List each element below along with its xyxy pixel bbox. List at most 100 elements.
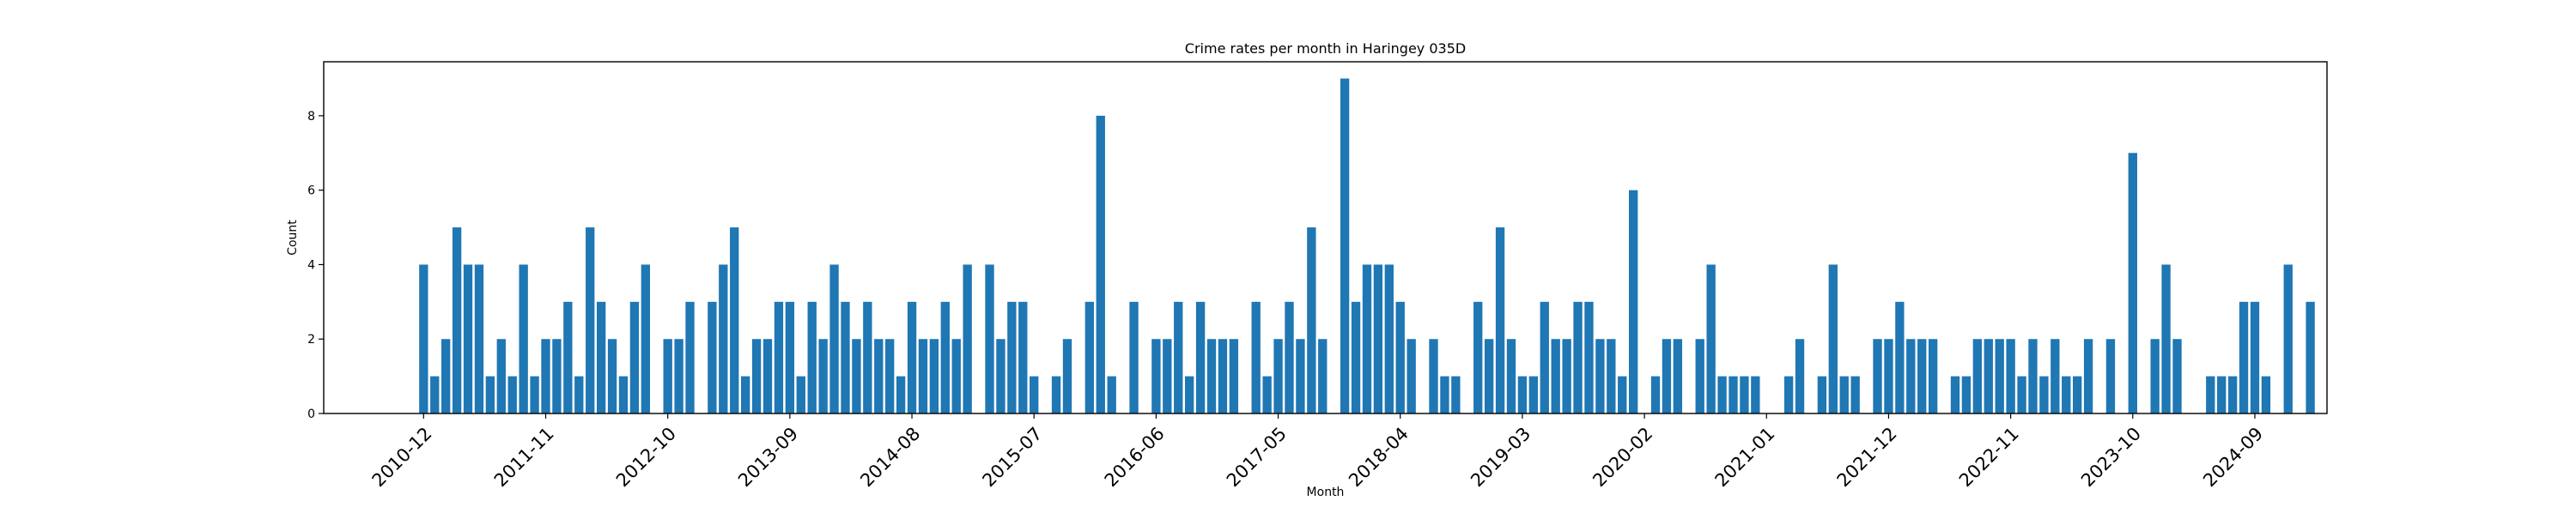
bar [441,339,451,413]
bar [852,339,861,413]
bar [2261,376,2271,413]
bar [2161,264,2171,413]
bar [1728,376,1738,413]
bar [2250,301,2260,413]
bar [2150,339,2160,413]
bar [874,339,884,413]
bar [1184,376,1194,413]
bar [507,376,517,413]
bar [1107,376,1116,413]
bar [951,339,961,413]
bar [1839,376,1849,413]
bar [1695,339,1704,413]
bar [1440,376,1449,413]
bar [1618,376,1627,413]
bar [1195,301,1206,413]
y-axis-label: Count [286,220,300,256]
bar [896,376,906,413]
bar [2006,339,2015,413]
bar [1007,301,1017,413]
bar [1995,339,2004,413]
bar [1706,264,1716,413]
bar [1540,301,1549,413]
bar [1285,301,1294,413]
bar [1917,339,1927,413]
bar [1828,264,1838,413]
bar [2039,376,2049,413]
bar [552,339,562,413]
bar [430,376,440,413]
bar [1362,264,1372,413]
bar [1650,376,1661,413]
bar [563,301,573,413]
bar [963,264,972,413]
bar [1584,301,1594,413]
bar [807,301,817,413]
bar [1517,376,1528,413]
bar [1262,376,1272,413]
bar [1662,339,1672,413]
bar [774,301,784,413]
bar [1551,339,1560,413]
bar [1451,376,1461,413]
bar [1673,339,1683,413]
bar [1595,339,1605,413]
bar [1751,376,1760,413]
bar [740,376,750,413]
bar [1163,339,1172,413]
bar [1850,376,1860,413]
y-tick-label: 2 [307,333,315,347]
bar [2239,301,2249,413]
bar [1206,339,1217,413]
bar [2017,376,2026,413]
bar [1884,339,1893,413]
bar [1873,339,1882,413]
bar [929,339,939,413]
plot-frame [323,61,2328,414]
bar [586,227,595,413]
bars-group [419,78,2315,414]
bar [1174,301,1183,413]
bar [1473,301,1483,413]
bar [785,301,795,413]
bar [629,301,640,413]
bar [1795,339,1805,413]
bar [1151,339,1161,413]
bar [1740,376,1749,413]
bar [818,339,828,413]
bar [1084,301,1095,413]
bar [485,376,495,413]
bar [1429,339,1438,413]
bar [751,339,762,413]
bar [1018,301,1028,413]
y-tick-label: 6 [307,184,315,198]
bar [674,339,683,413]
bar [452,227,462,413]
bar [1384,264,1394,413]
bar [607,339,617,413]
bar [519,264,528,413]
bar [762,339,773,413]
y-axis: 0 2 4 6 8 [307,110,324,421]
bar [1984,339,1993,413]
bar [1030,376,1039,413]
bar [2050,339,2060,413]
bar [2283,264,2293,413]
bar [2028,339,2038,413]
bar [796,376,805,413]
bar [1817,376,1827,413]
bar [474,264,484,413]
bar [2073,376,2082,413]
bar [1096,115,1105,414]
bar [2172,339,2182,413]
bar [1218,339,1228,413]
bar [2083,339,2093,413]
bar [1484,339,1494,413]
y-tick-label: 0 [307,407,315,421]
bar [708,301,717,413]
bar [940,301,950,413]
bar [907,301,917,413]
bar [918,339,928,413]
